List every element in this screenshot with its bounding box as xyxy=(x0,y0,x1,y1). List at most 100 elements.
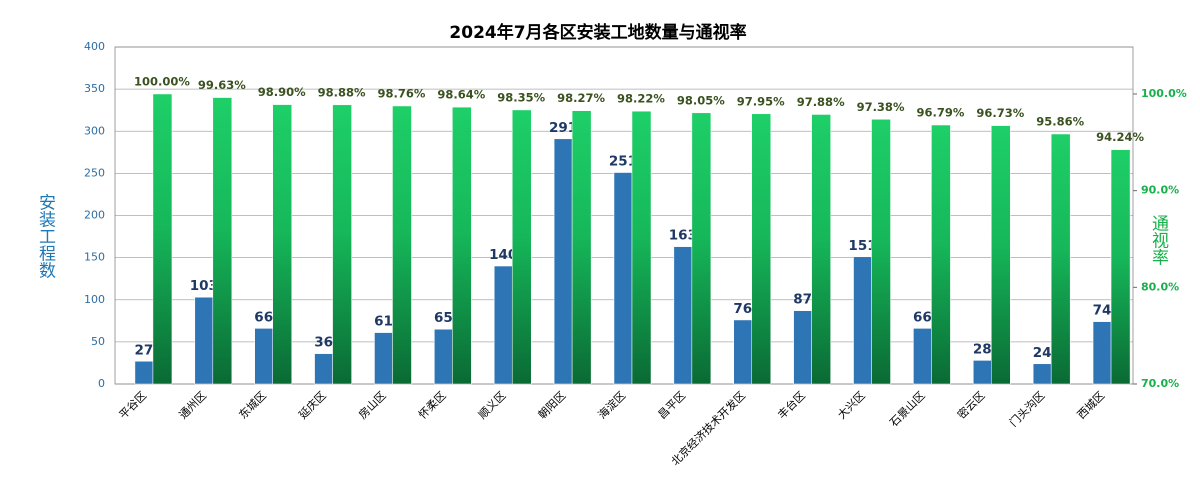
x-tick-label: 东城区 xyxy=(236,389,269,422)
chart-title: 2024年7月各区安装工地数量与通视率 xyxy=(449,22,746,43)
rate-bar xyxy=(212,97,233,385)
y-tick-label: 0 xyxy=(98,377,105,390)
count-label: 151 xyxy=(848,238,876,254)
count-bar xyxy=(1032,363,1052,385)
x-tick-label: 朝阳区 xyxy=(536,389,569,422)
y-tick-label: 400 xyxy=(84,40,105,53)
rate-label: 97.95% xyxy=(737,94,785,108)
count-bar xyxy=(493,265,513,385)
count-label: 36 xyxy=(314,335,333,351)
x-tick-label: 通州区 xyxy=(177,389,210,422)
rate-label: 100.00% xyxy=(134,74,190,88)
rate-bar xyxy=(691,112,712,385)
count-label: 103 xyxy=(190,278,218,294)
rate-bar xyxy=(811,114,831,385)
count-bar xyxy=(733,319,753,385)
count-label: 291 xyxy=(549,120,577,136)
count-bar xyxy=(254,328,273,385)
count-label: 24 xyxy=(1033,345,1052,361)
count-bar xyxy=(913,328,932,385)
y-tick-label: 200 xyxy=(84,209,105,222)
x-tick-label: 密云区 xyxy=(954,388,987,421)
y2-axis-label: 通视率 xyxy=(1148,214,1169,265)
y2-tick-label: 100.0% xyxy=(1141,87,1187,100)
count-label: 28 xyxy=(973,341,992,357)
rate-bar xyxy=(272,104,292,385)
y-tick-label: 300 xyxy=(84,124,105,137)
y-tick-label: 100 xyxy=(84,293,105,306)
count-bar xyxy=(374,332,393,385)
rate-bar xyxy=(332,104,352,385)
rate-label: 97.38% xyxy=(857,100,905,114)
count-label: 65 xyxy=(434,310,453,326)
y-tick-label: 50 xyxy=(91,335,105,348)
x-tick-label: 海淀区 xyxy=(595,388,628,421)
count-bar xyxy=(1092,321,1112,385)
x-tick-label: 怀柔区 xyxy=(416,389,449,422)
rate-bar xyxy=(931,124,951,385)
count-bar xyxy=(853,256,872,385)
rate-label: 98.22% xyxy=(617,92,665,106)
y-tick-label: 250 xyxy=(84,166,105,179)
rate-label: 94.24% xyxy=(1096,130,1144,144)
count-label: 74 xyxy=(1093,303,1112,319)
count-label: 61 xyxy=(374,314,393,330)
rate-label: 98.05% xyxy=(677,93,725,107)
count-bar xyxy=(613,172,633,385)
rate-bar xyxy=(511,109,532,385)
rate-bar xyxy=(1050,133,1071,385)
rate-bar xyxy=(991,125,1011,385)
count-label: 27 xyxy=(135,342,154,358)
y-axis-label: 安装工程数 xyxy=(35,193,56,278)
count-bar xyxy=(314,353,333,385)
y-tick-label: 350 xyxy=(84,82,105,95)
x-tick-label: 房山区 xyxy=(356,389,389,422)
rate-bar xyxy=(1110,149,1131,385)
rate-label: 96.73% xyxy=(976,106,1024,120)
rate-label: 98.90% xyxy=(258,85,306,99)
x-tick-label: 丰台区 xyxy=(775,388,808,421)
x-tick-label: 大兴区 xyxy=(835,388,868,421)
count-bar xyxy=(134,361,154,385)
y2-tick-label: 80.0% xyxy=(1141,280,1179,293)
rate-label: 98.64% xyxy=(437,88,485,102)
y2-tick-label: 70.0% xyxy=(1141,377,1179,390)
rate-bar xyxy=(452,106,472,385)
y2-tick-label: 90.0% xyxy=(1141,184,1179,197)
count-bar xyxy=(673,246,693,385)
count-label: 251 xyxy=(609,154,637,170)
rate-bar xyxy=(152,93,173,385)
x-tick-label: 昌平区 xyxy=(656,389,689,422)
x-tick-label: 顺义区 xyxy=(476,389,509,422)
count-bar xyxy=(194,296,214,385)
rate-label: 99.63% xyxy=(198,78,246,92)
x-tick-label: 平谷区 xyxy=(117,389,150,422)
rate-bar xyxy=(631,110,652,385)
rate-label: 98.35% xyxy=(497,90,545,104)
rate-label: 95.86% xyxy=(1036,115,1084,129)
rate-bar xyxy=(871,119,891,385)
x-tick-label: 门头沟区 xyxy=(1006,388,1047,429)
count-label: 87 xyxy=(793,292,812,308)
count-bar xyxy=(434,328,453,385)
x-tick-label: 延庆区 xyxy=(296,388,329,421)
count-label: 66 xyxy=(254,309,273,325)
count-bar xyxy=(793,310,812,385)
rate-label: 97.88% xyxy=(797,95,845,109)
count-bar xyxy=(973,360,992,385)
count-label: 66 xyxy=(913,309,932,325)
count-label: 140 xyxy=(489,247,517,263)
count-label: 76 xyxy=(733,301,752,317)
y-tick-label: 150 xyxy=(84,251,105,264)
rate-bar xyxy=(571,110,592,385)
rate-bar xyxy=(392,105,412,385)
x-tick-label: 西城区 xyxy=(1075,389,1108,422)
count-label: 163 xyxy=(669,228,697,244)
x-tick-label: 石景山区 xyxy=(887,389,927,429)
count-bar xyxy=(553,138,573,385)
rate-label: 96.79% xyxy=(916,106,964,120)
rate-label: 98.76% xyxy=(378,86,426,100)
rate-label: 98.88% xyxy=(318,85,366,99)
rate-bar xyxy=(751,113,772,385)
